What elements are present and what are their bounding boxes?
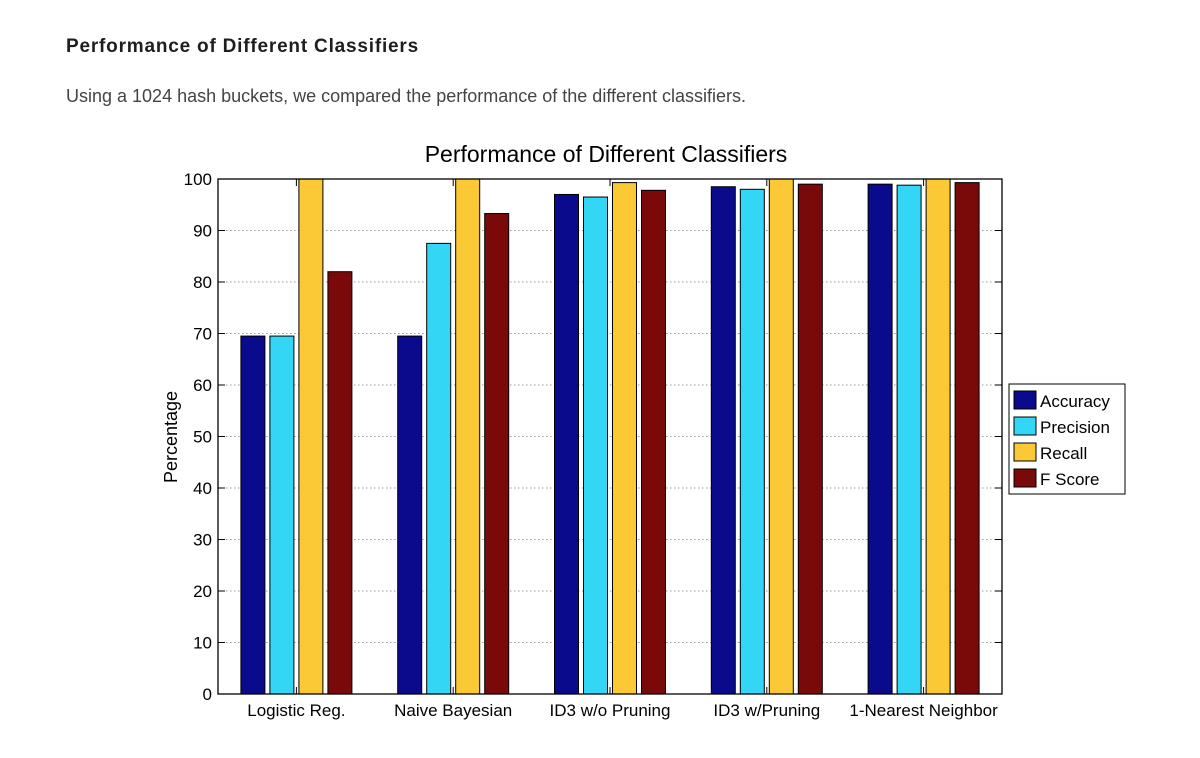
legend: Accuracy Precision Recall F Score — [1008, 383, 1126, 495]
legend-swatch — [1013, 468, 1037, 488]
bar-f-score — [327, 271, 353, 695]
intro-paragraph: Using a 1024 hash buckets, we compared t… — [66, 86, 747, 106]
bar-precision — [426, 242, 452, 695]
bar-accuracy — [554, 193, 579, 695]
bar-recall — [298, 178, 324, 695]
y-tick-label: 70 — [193, 325, 212, 344]
axis-ticks: 0 10 20 30 40 50 60 70 80 90 100 Logistic Reg. Naive… — [184, 170, 1002, 720]
bar-accuracy — [240, 335, 266, 695]
y-tick-label: 90 — [193, 222, 212, 241]
y-axis-label: Percentage — [161, 391, 181, 483]
legend-label: F Score — [1040, 470, 1100, 489]
bar-precision — [739, 188, 765, 695]
bar-precision — [896, 184, 922, 695]
legend-swatch — [1013, 442, 1037, 462]
bar-precision — [583, 196, 608, 695]
x-tick-label: Naive Bayesian — [394, 701, 512, 720]
section-heading: Performance of Different Classifiers — [66, 36, 419, 57]
x-tick-label: ID3 w/o Pruning — [550, 701, 671, 720]
y-tick-label: 60 — [193, 376, 212, 395]
y-tick-label: 100 — [184, 170, 212, 189]
y-tick-label: 0 — [203, 685, 212, 704]
bar-precision — [269, 335, 295, 695]
chart-title: Performance of Different Classifiers — [425, 141, 788, 167]
legend-label: Recall — [1040, 444, 1087, 463]
bar-accuracy — [710, 186, 736, 695]
bar-f-score — [797, 183, 823, 695]
y-tick-label: 50 — [193, 428, 212, 447]
bar-f-score — [484, 213, 510, 695]
x-tick-label: ID3 w/Pruning — [713, 701, 820, 720]
x-tick-label: Logistic Reg. — [247, 701, 345, 720]
y-tick-label: 30 — [193, 531, 212, 550]
bar-recall — [768, 178, 794, 695]
y-tick-label: 80 — [193, 273, 212, 292]
bar-f-score — [641, 189, 666, 695]
bar-accuracy — [397, 335, 423, 695]
bar-accuracy — [867, 183, 893, 695]
legend-swatch — [1013, 416, 1037, 436]
bar-recall — [612, 182, 637, 695]
y-tick-label: 20 — [193, 582, 212, 601]
legend-swatch — [1013, 390, 1037, 410]
legend-label: Accuracy — [1040, 392, 1110, 411]
bar-recall — [455, 178, 481, 695]
bars — [240, 178, 980, 695]
bar-recall — [925, 178, 951, 695]
y-tick-label: 10 — [193, 634, 212, 653]
x-tick-label: 1-Nearest Neighbor — [849, 701, 998, 720]
bar-f-score — [954, 182, 980, 695]
legend-label: Precision — [1040, 418, 1110, 437]
y-tick-label: 40 — [193, 479, 212, 498]
